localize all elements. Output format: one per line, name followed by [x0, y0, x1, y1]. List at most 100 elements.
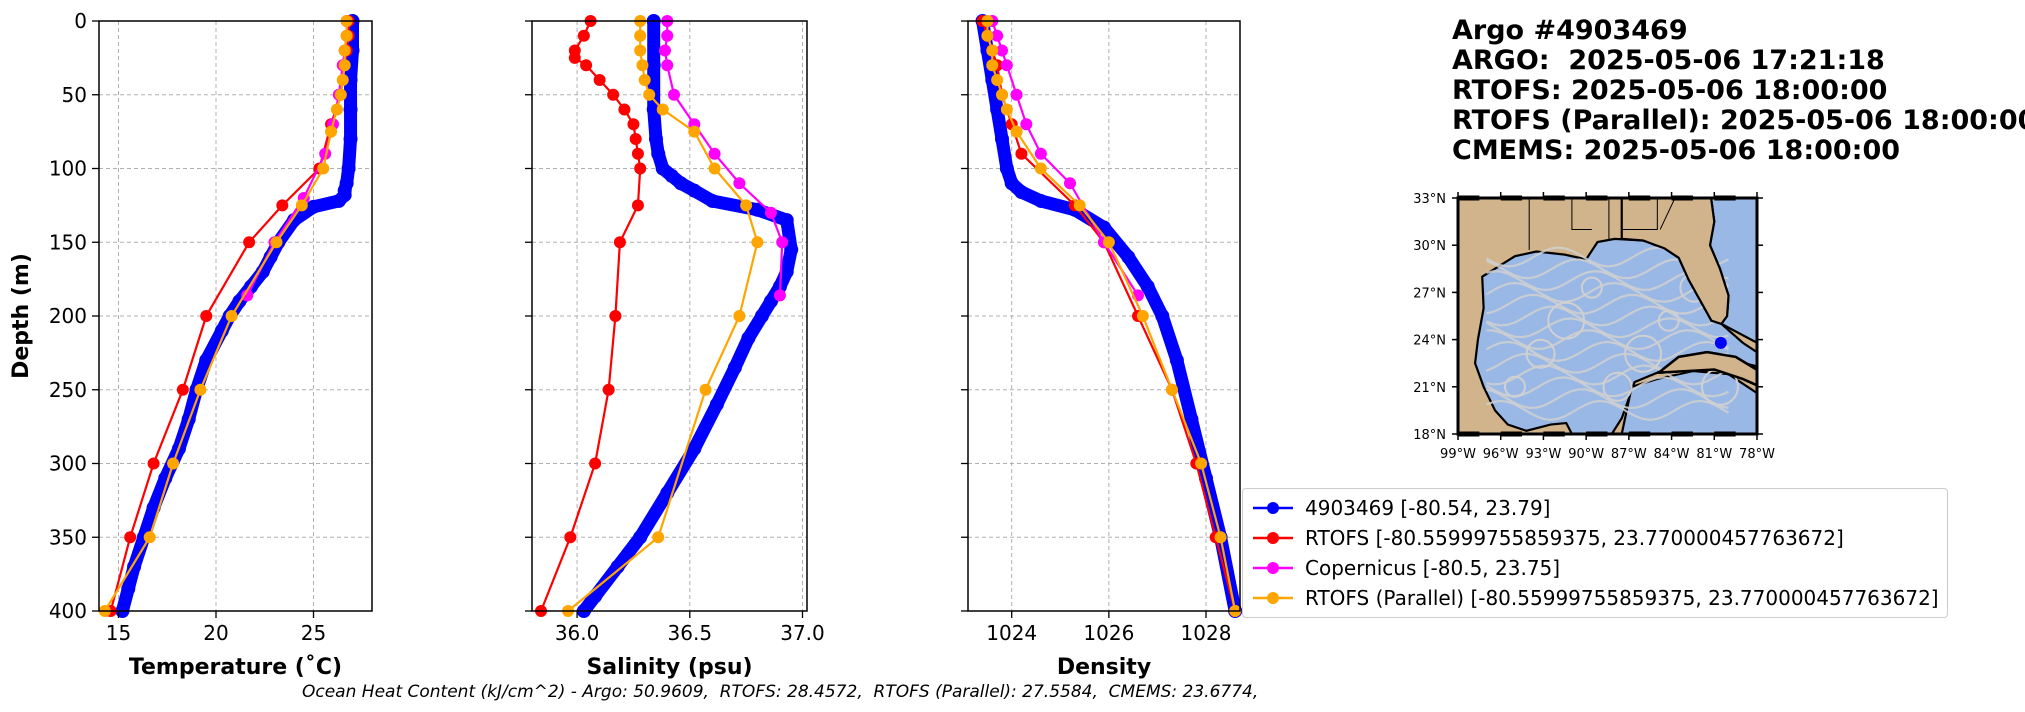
data-point	[1004, 176, 1019, 191]
profile-panel-2: 36.0 36.5 37.0 Salinity (psu)	[525, 14, 825, 680]
data-point	[776, 236, 789, 249]
data-point	[1034, 147, 1047, 160]
data-point	[602, 383, 615, 396]
data-point	[652, 531, 665, 544]
series-rtofs-parallel	[98, 15, 353, 617]
current-streamline	[1485, 317, 1729, 339]
data-point	[147, 457, 160, 470]
data-point	[999, 161, 1014, 176]
data-point	[687, 441, 702, 456]
data-point	[194, 383, 207, 396]
current-streamline	[1486, 388, 1729, 410]
data-point	[1014, 185, 1029, 200]
data-point	[167, 457, 180, 470]
data-point	[986, 59, 999, 72]
series-rtofs-parallel	[562, 15, 764, 617]
data-point	[263, 250, 278, 264]
data-point	[610, 559, 625, 574]
info-rtofs-time: RTOFS: 2025-05-06 18:00:00	[1452, 75, 1888, 106]
x-tick-label: 25	[301, 621, 326, 645]
data-point	[656, 103, 669, 116]
data-point	[627, 118, 640, 131]
data-point	[580, 59, 593, 72]
data-point	[629, 133, 642, 145]
info-argo-id: Argo #4903469	[1452, 15, 1688, 46]
legend-entry-2: RTOFS [-80.55999755859375, 23.7700004577…	[1251, 523, 1939, 553]
map-lat-tick-label: 30°N	[1413, 239, 1446, 254]
data-point	[688, 125, 701, 138]
data-point	[1010, 125, 1023, 138]
x-tick-label: 20	[203, 621, 228, 645]
data-point	[343, 132, 358, 146]
data-point	[325, 125, 338, 138]
legend-swatch	[1253, 502, 1293, 514]
data-point	[687, 183, 702, 198]
data-point	[589, 457, 602, 470]
legend-swatch	[1253, 532, 1293, 544]
series-line	[986, 21, 1237, 612]
current-streamline	[1486, 305, 1730, 327]
map-state-border	[1571, 198, 1592, 230]
data-point	[646, 58, 661, 73]
data-point	[631, 147, 644, 160]
data-point	[634, 44, 647, 57]
series-line	[103, 21, 348, 612]
data-point	[1184, 412, 1199, 427]
data-point	[646, 102, 661, 117]
chart-legend: 4903469 [-80.54, 23.79] RTOFS [-80.559997…	[1242, 488, 1948, 618]
data-point	[338, 44, 351, 57]
data-point	[991, 74, 1004, 86]
data-point	[270, 236, 283, 249]
data-point	[577, 29, 590, 42]
data-point	[306, 199, 321, 214]
series-line	[991, 20, 1139, 296]
map-current-streamlines	[1485, 246, 1739, 421]
y-tick-label: 250	[49, 378, 87, 402]
map-content	[1458, 198, 1757, 434]
data-point	[1166, 383, 1178, 396]
data-point	[751, 236, 764, 249]
data-point	[741, 331, 756, 346]
map-lat-tick-label: 33°N	[1413, 192, 1446, 207]
data-point	[255, 264, 270, 279]
data-point	[763, 294, 778, 309]
data-point	[636, 59, 649, 72]
current-eddy	[1657, 309, 1680, 332]
data-point	[1140, 279, 1155, 294]
series-line	[246, 21, 348, 296]
map-state-border	[1621, 198, 1658, 230]
data-point	[200, 310, 213, 322]
data-point	[779, 213, 794, 228]
y-tick-label: 0	[74, 9, 87, 33]
data-point	[588, 589, 603, 604]
data-point	[764, 206, 777, 219]
info-rtofs-parallel-time: RTOFS (Parallel): 2025-05-06 18:00:00	[1452, 105, 2025, 136]
legend-label: RTOFS [-80.55999755859375, 23.7700004577…	[1305, 526, 1844, 550]
data-point	[199, 353, 214, 368]
map-lat-tick-label: 18°N	[1413, 428, 1446, 443]
data-point	[340, 29, 353, 42]
data-point	[214, 323, 229, 338]
data-point	[634, 29, 647, 42]
x-tick-label: 1026	[1083, 621, 1134, 645]
map-lon-tick-label: 87°W	[1611, 447, 1647, 462]
legend-label: Copernicus [-80.5, 23.75]	[1305, 556, 1561, 580]
data-point	[143, 531, 156, 544]
data-point	[1136, 310, 1149, 322]
x-tick-label: 1028	[1181, 621, 1232, 645]
data-point	[638, 74, 651, 86]
current-eddy	[1547, 301, 1586, 340]
x-axis-label: Temperature (˚C)	[129, 655, 342, 680]
data-point	[733, 177, 746, 190]
data-point	[986, 44, 999, 57]
map-lat-tick-label: 27°N	[1413, 286, 1446, 301]
series-copernicus	[241, 15, 353, 302]
argo-location-marker	[1714, 336, 1727, 349]
data-point	[1020, 118, 1033, 131]
data-point	[661, 29, 674, 42]
current-streamline	[1485, 281, 1729, 303]
current-eddy	[1624, 334, 1663, 373]
data-point	[991, 29, 1004, 42]
data-point	[773, 289, 786, 302]
data-point	[699, 383, 712, 396]
